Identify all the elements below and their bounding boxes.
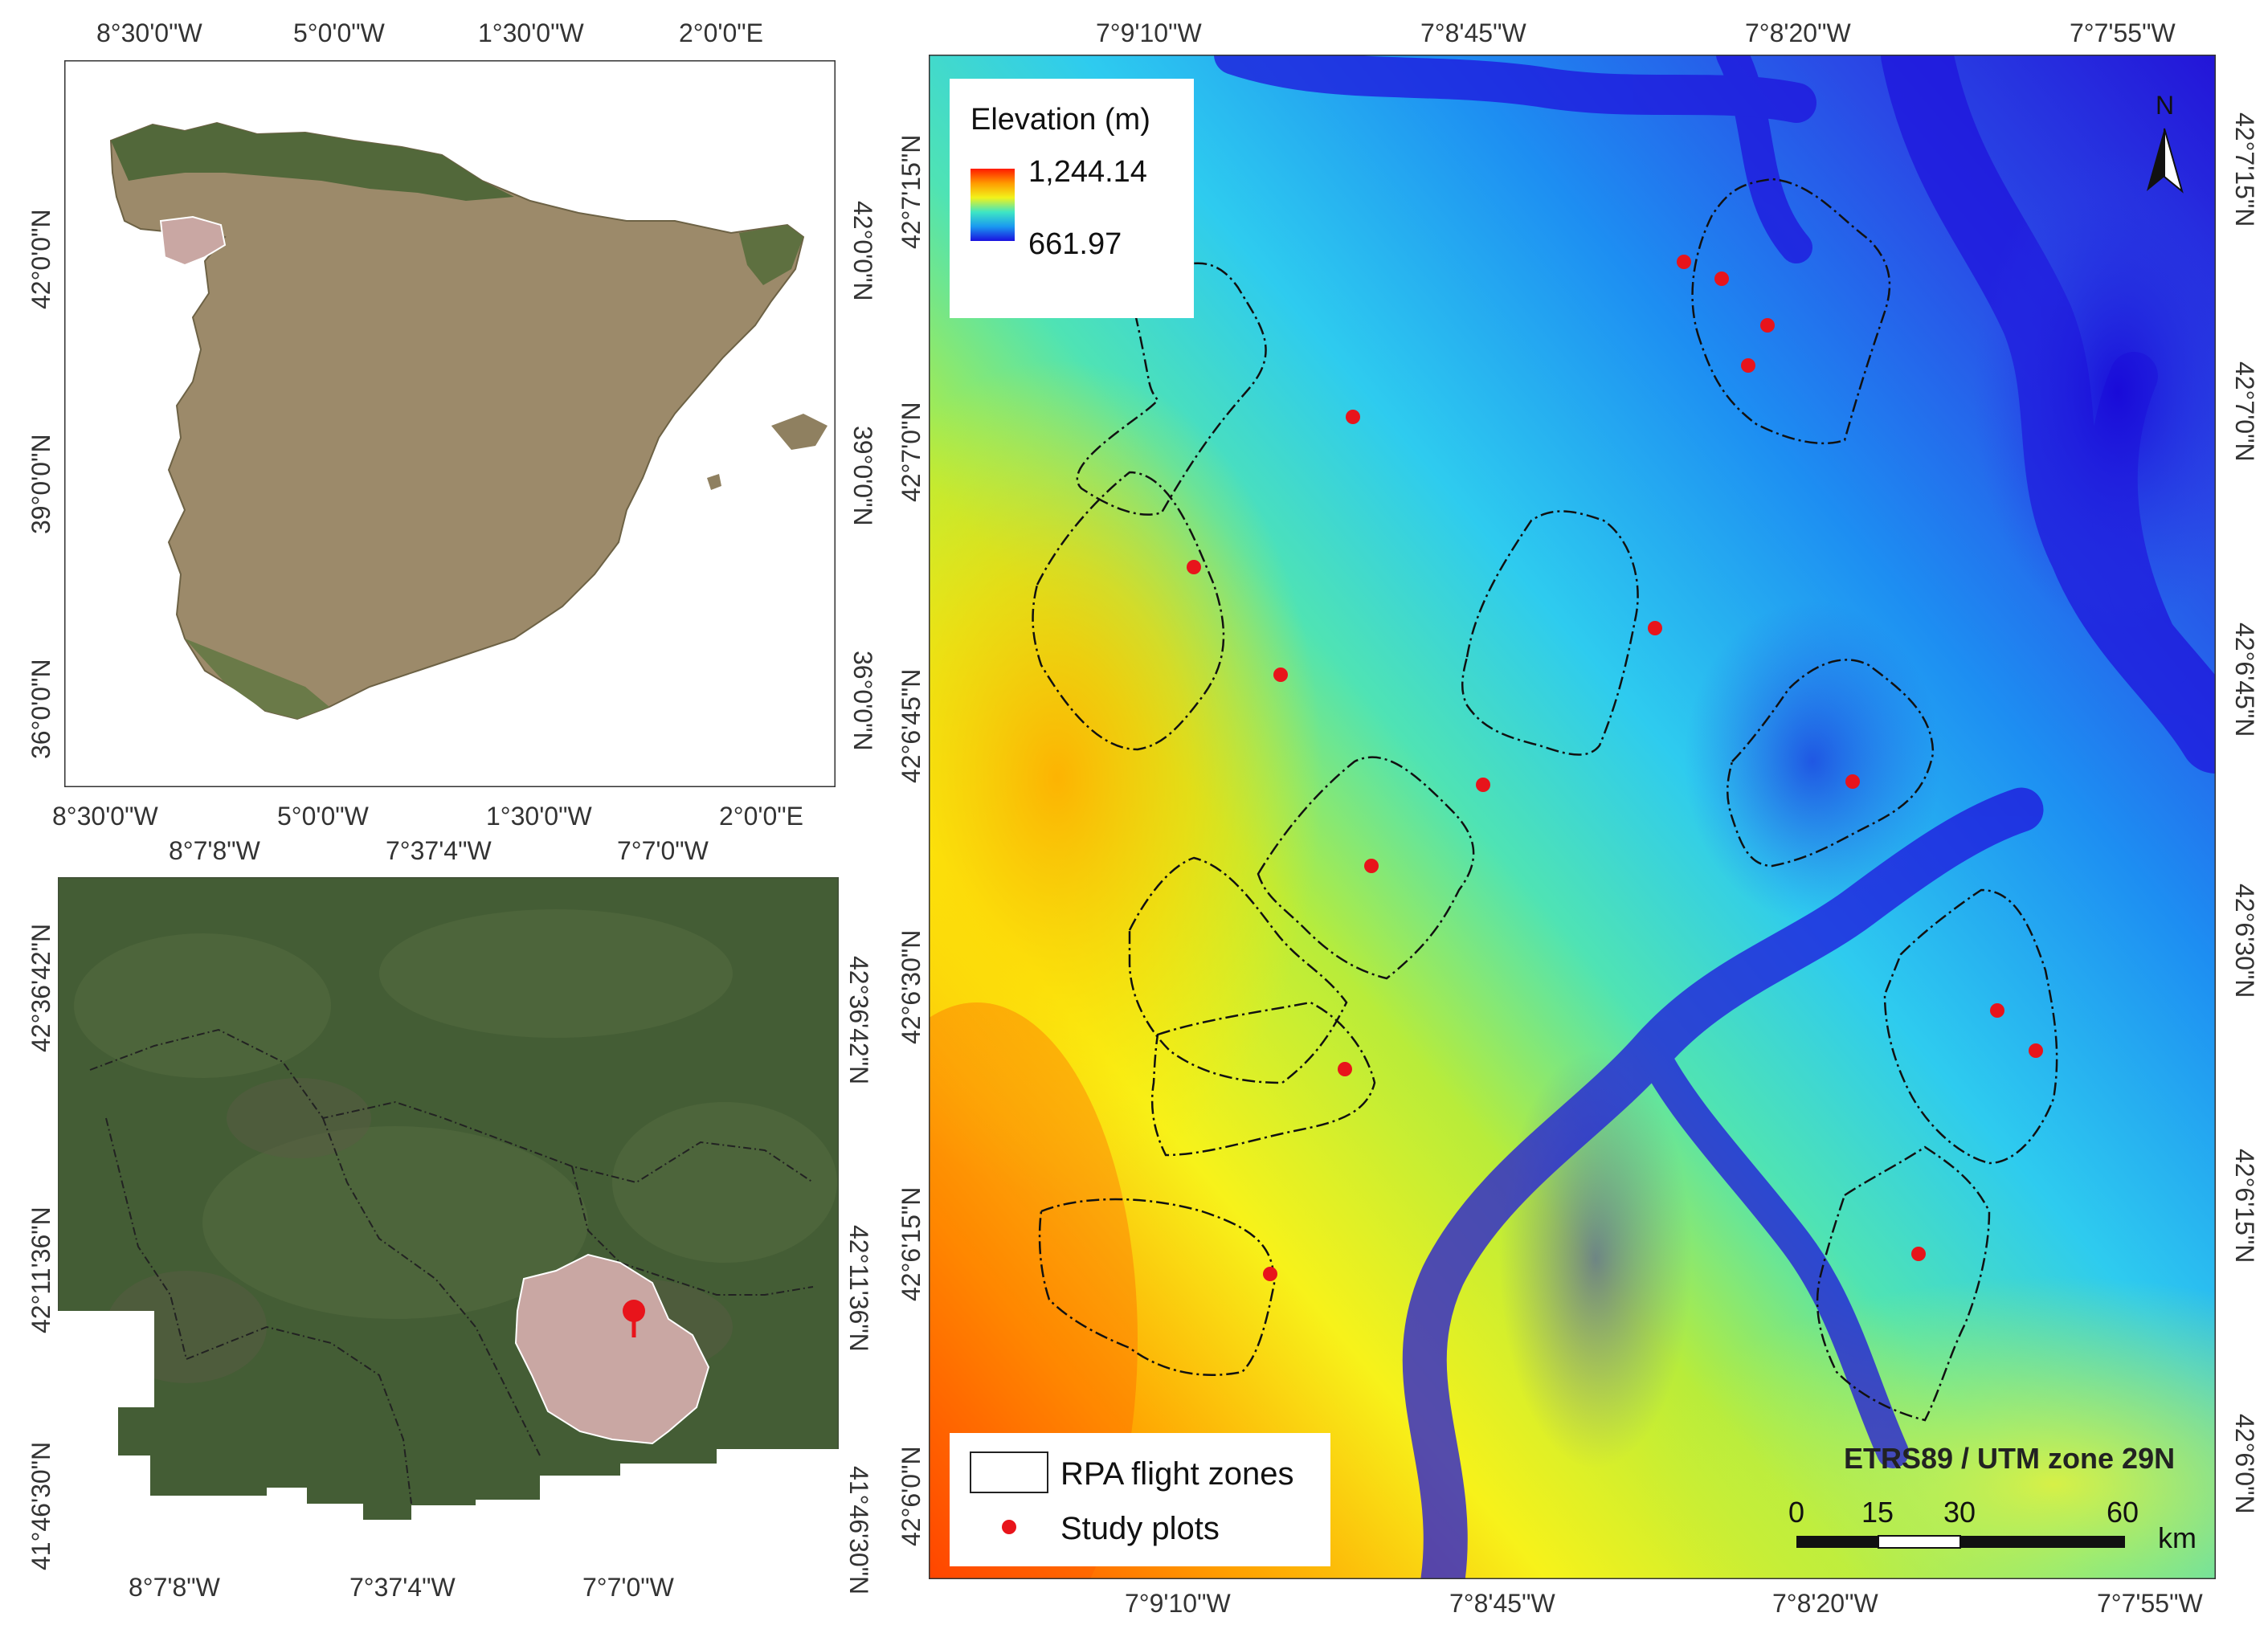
- flight-zone: [1461, 510, 1639, 756]
- elevation-map: [929, 55, 2216, 1579]
- province-bottom-tick: 7°37'4"W: [349, 1573, 456, 1602]
- spain-map: [64, 60, 836, 787]
- study-plot: [1364, 859, 1379, 873]
- province-top-tick: 7°37'4"W: [386, 836, 492, 865]
- spain-bottom-tick: 2°0'0"E: [719, 802, 803, 831]
- scale-label: 0: [1788, 1496, 1805, 1529]
- elevation-min-value: 661.97: [1028, 227, 1122, 261]
- spain-bottom-tick: 8°30'0"W: [52, 802, 158, 831]
- province-top-tick: 8°7'8"W: [169, 836, 260, 865]
- study-plot: [1263, 1267, 1277, 1281]
- study-plot: [1677, 255, 1691, 269]
- elevation-legend-title: Elevation (m): [971, 103, 1150, 137]
- spain-left-tick: 39°0'0"N: [27, 434, 55, 534]
- study-plot-legend-symbol: [1002, 1520, 1016, 1534]
- white-area: [58, 1311, 839, 1566]
- elevation-right-tick: 42°7'15"N: [2230, 112, 2259, 227]
- province-bottom-tick: 7°7'0"W: [582, 1573, 674, 1602]
- study-plot: [1273, 668, 1288, 682]
- elevation-bottom-tick: 7°8'45"W: [1449, 1589, 1555, 1618]
- north-label: N: [2156, 91, 2175, 120]
- province-bottom-tick: 8°7'8"W: [129, 1573, 220, 1602]
- flight-zone: [1691, 178, 1891, 445]
- elevation-bottom-tick: 7°7'55"W: [2097, 1589, 2203, 1618]
- iberian-peninsula-shape: [109, 121, 828, 721]
- spain-bottom-tick: 5°0'0"W: [277, 802, 369, 831]
- study-plot: [1760, 318, 1775, 333]
- elevation-left-tick: 42°7'15"N: [897, 134, 926, 249]
- flight-zone: [1032, 471, 1225, 751]
- spain-left-tick: 42°0'0"N: [27, 209, 55, 309]
- spain-top-tick: 5°0'0"W: [293, 18, 385, 47]
- study-plot: [1338, 1062, 1352, 1076]
- spain-right-tick: 39°0'0"N: [848, 426, 877, 526]
- elevation-right-tick: 42°6'15"N: [2230, 1149, 2259, 1264]
- flight-zone: [1257, 756, 1475, 980]
- flight-zone: [1076, 262, 1267, 516]
- flight-zone: [1883, 888, 2058, 1165]
- elevation-color-ramp: [971, 169, 1015, 241]
- elevation-bottom-tick: 7°8'20"W: [1772, 1589, 1878, 1618]
- elevation-right-tick: 42°6'0"N: [2230, 1414, 2259, 1514]
- flight-zone: [1726, 659, 1935, 868]
- study-plot: [1476, 778, 1490, 792]
- study-plot: [1346, 410, 1360, 424]
- spain-right-tick: 36°0'0"N: [848, 651, 877, 751]
- study-plot: [1648, 621, 1662, 635]
- spain-right-tick: 42°0'0"N: [848, 201, 877, 301]
- province-left-tick: 42°11'36"N: [27, 1206, 55, 1333]
- galicia-province-highlight: [159, 215, 227, 267]
- study-plot: [1990, 1003, 2004, 1018]
- province-map: [58, 877, 839, 1566]
- elevation-right-tick: 42°6'30"N: [2230, 884, 2259, 998]
- province-left-tick: 41°46'30"N: [27, 1441, 55, 1570]
- study-plot: [2029, 1043, 2043, 1058]
- elevation-left-tick: 42°7'0"N: [897, 402, 926, 502]
- crs-label: ETRS89 / UTM zone 29N: [1844, 1442, 2176, 1475]
- elevation-left-tick: 42°6'0"N: [897, 1446, 926, 1546]
- elevation-left-tick: 42°6'45"N: [897, 668, 926, 783]
- province-left-tick: 42°36'42"N: [27, 923, 55, 1052]
- study-plot: [1714, 272, 1729, 286]
- province-top-tick: 7°7'0"W: [617, 836, 709, 865]
- spain-top-tick: 8°30'0"W: [96, 18, 202, 47]
- elevation-top-tick: 7°7'55"W: [2070, 18, 2176, 47]
- scale-label: 30: [1943, 1496, 1976, 1529]
- flight-zone-legend-swatch: [970, 1451, 1048, 1493]
- elevation-bottom-tick: 7°9'10"W: [1125, 1589, 1231, 1618]
- flight-zones-legend-label: RPA flight zones: [1060, 1456, 1294, 1492]
- study-plot: [1845, 774, 1860, 789]
- province-right-tick: 42°11'36"N: [844, 1225, 873, 1352]
- province-right-tick: 42°36'42"N: [844, 956, 873, 1085]
- elevation-top-tick: 7°9'10"W: [1096, 18, 1202, 47]
- study-plots: [1187, 255, 2043, 1281]
- flight-zone: [1816, 1145, 1991, 1422]
- elevation-top-tick: 7°8'20"W: [1745, 18, 1851, 47]
- elevation-right-tick: 42°7'0"N: [2230, 361, 2259, 462]
- north-arrow-icon: [2147, 128, 2184, 194]
- elevation-left-tick: 42°6'30"N: [897, 929, 926, 1044]
- scale-unit: km: [2158, 1521, 2196, 1554]
- flight-zone: [1038, 1198, 1276, 1376]
- ourense-highlight: [514, 1253, 710, 1445]
- study-plot: [1911, 1247, 1926, 1261]
- flight-zone: [1128, 856, 1348, 1084]
- scale-label: 60: [2107, 1496, 2139, 1529]
- study-plot: [1187, 560, 1201, 574]
- elevation-right-tick: 42°6'45"N: [2230, 623, 2259, 737]
- study-plot: [1741, 358, 1755, 373]
- scale-label: 15: [1861, 1496, 1894, 1529]
- elevation-left-tick: 42°6'15"N: [897, 1186, 926, 1301]
- rpa-flight-zones: [1032, 178, 2058, 1422]
- scale-bar: [1796, 1535, 2125, 1549]
- spain-left-tick: 36°0'0"N: [27, 659, 55, 759]
- study-plots-legend-label: Study plots: [1060, 1511, 1220, 1546]
- spain-bottom-tick: 1°30'0"W: [486, 802, 592, 831]
- spain-top-tick: 2°0'0"E: [679, 18, 763, 47]
- elevation-top-tick: 7°8'45"W: [1420, 18, 1526, 47]
- flight-zone: [1150, 1001, 1376, 1157]
- province-right-tick: 41°46'30"N: [844, 1466, 873, 1595]
- elevation-max-value: 1,244.14: [1028, 155, 1147, 189]
- spain-top-tick: 1°30'0"W: [478, 18, 584, 47]
